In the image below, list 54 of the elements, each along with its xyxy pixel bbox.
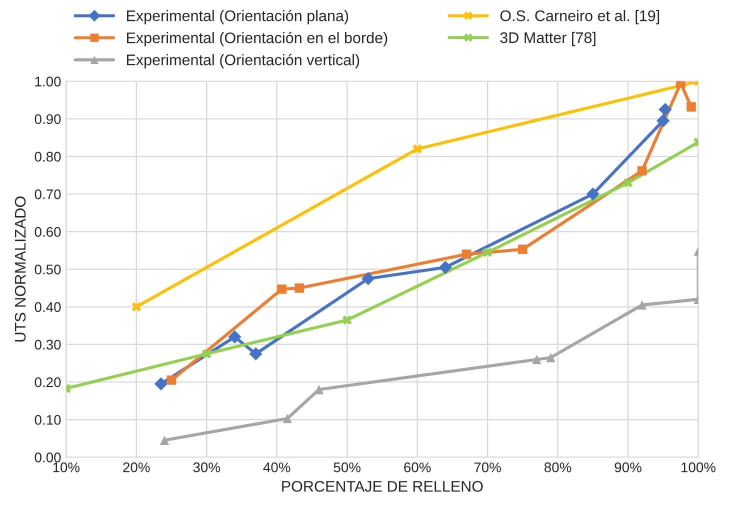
x-tick-label: 50%	[334, 462, 360, 472]
y-tick-label: 0.20	[34, 377, 61, 388]
point	[637, 166, 647, 176]
point	[154, 377, 168, 390]
point	[249, 347, 262, 360]
x-tick-label: 70%	[474, 462, 501, 472]
point	[586, 187, 600, 201]
x-tick-label: 90%	[614, 462, 642, 472]
point	[160, 436, 170, 445]
legend-label: Experimental (Orientación plana)	[126, 10, 348, 24]
point	[658, 102, 672, 116]
point	[637, 300, 647, 310]
y-axis-title: UTS NORMALIZADO	[14, 196, 26, 342]
x-axis-title: PORCENTAJE DE RELLENO	[282, 480, 483, 492]
point	[623, 178, 633, 188]
y-tick-label: 0.70	[34, 189, 61, 200]
x-tick-label: 100%	[682, 462, 716, 472]
point	[546, 352, 556, 362]
legend-label: Experimental (Orientación en el borde)	[126, 32, 388, 46]
legend-label: Experimental (Orientación vertical)	[126, 54, 360, 68]
point	[686, 102, 696, 112]
legend-label: 3D Matter [78]	[500, 32, 596, 46]
x-tick-label: 80%	[544, 462, 572, 472]
y-tick-label: 0.80	[34, 152, 61, 162]
x-tick-label: 60%	[404, 462, 431, 472]
y-tick-label: 0.40	[34, 302, 61, 312]
point	[166, 375, 176, 385]
point	[482, 248, 492, 257]
point	[294, 283, 304, 293]
x-tick-label: 30%	[193, 462, 220, 472]
x-tick-label: 40%	[263, 462, 290, 472]
x-tick-label: 10%	[53, 462, 80, 472]
y-tick-label: 0.00	[34, 452, 61, 462]
point	[132, 302, 142, 312]
legend-label: O.S. Carneiro et al. [19]	[500, 10, 660, 24]
point	[462, 250, 472, 259]
point	[342, 315, 352, 325]
point	[518, 244, 528, 254]
point	[412, 144, 422, 154]
point	[202, 349, 212, 358]
point	[228, 330, 242, 344]
y-tick-label: 0.60	[34, 226, 61, 237]
point	[438, 260, 452, 274]
x-tick-label: 20%	[123, 462, 150, 472]
y-tick-label: 0.90	[34, 114, 61, 124]
point	[362, 272, 375, 286]
point	[532, 354, 542, 364]
y-tick-label: 1.00	[35, 76, 61, 86]
point	[277, 284, 286, 294]
point	[656, 114, 670, 128]
y-tick-label: 0.10	[34, 414, 61, 425]
y-tick-label: 0.50	[34, 264, 61, 274]
point	[282, 414, 292, 424]
y-tick-label: 0.30	[34, 340, 61, 350]
